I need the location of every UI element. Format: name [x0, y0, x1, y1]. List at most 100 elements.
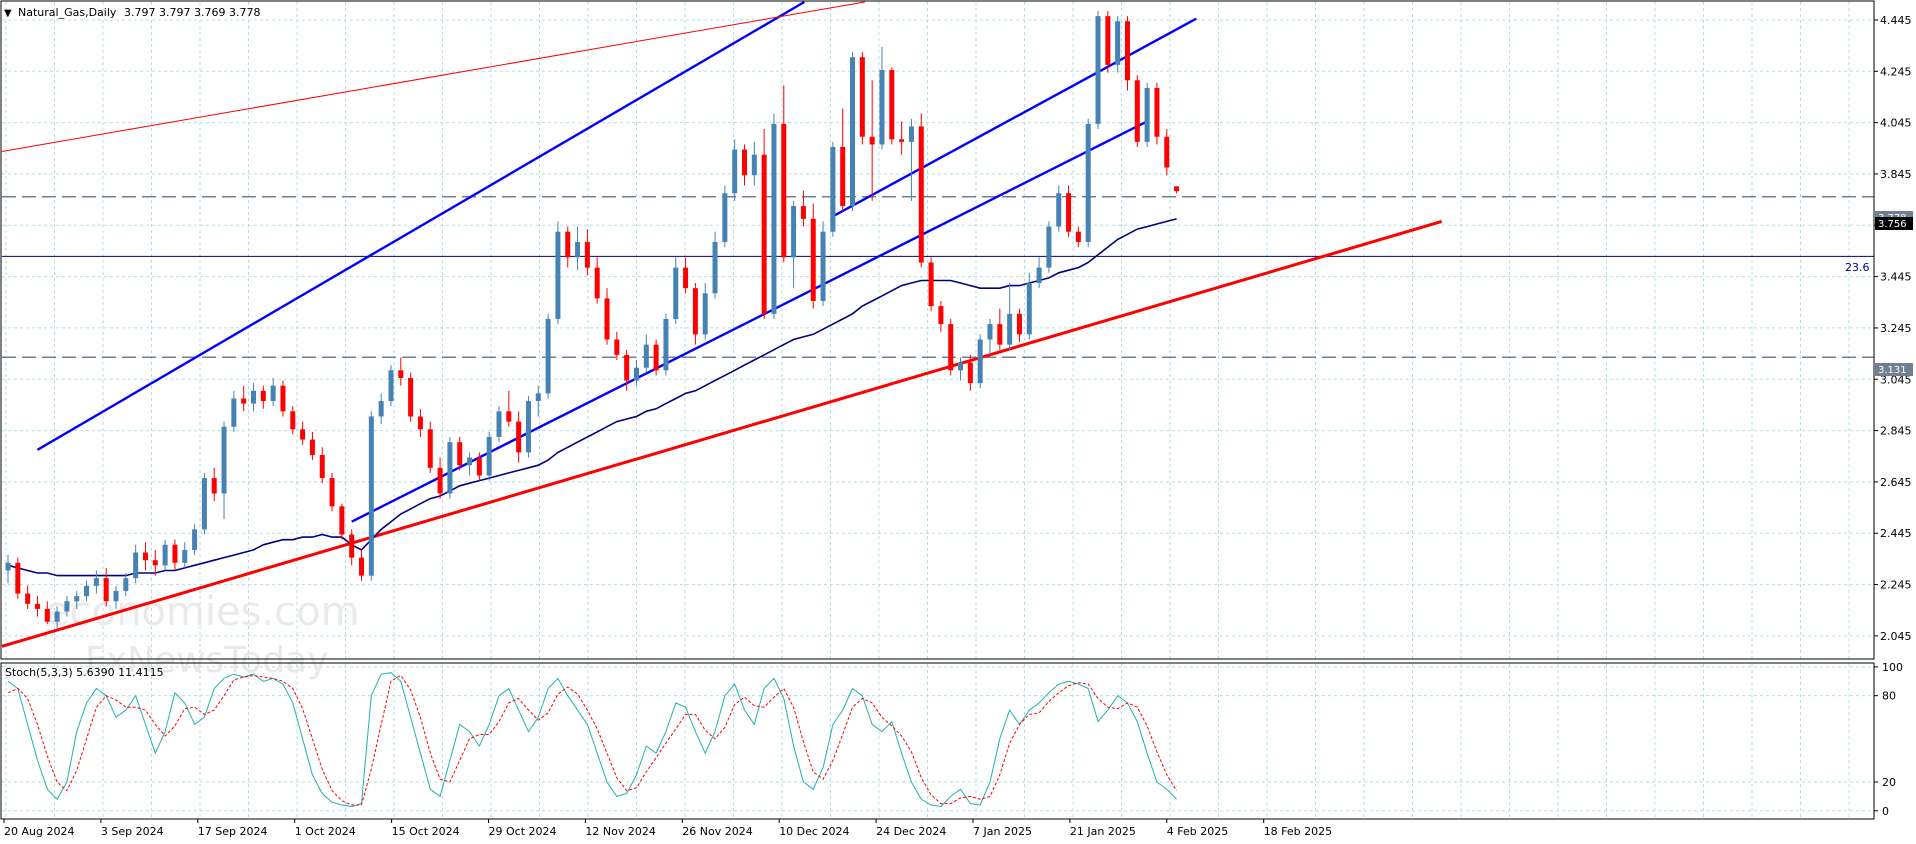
candle — [211, 467, 217, 502]
candle-body — [280, 385, 286, 412]
candle-body — [850, 57, 856, 207]
candle-body — [84, 585, 90, 597]
candle — [349, 529, 355, 566]
candle-body — [948, 324, 954, 371]
candle — [1154, 82, 1160, 145]
candle-body — [300, 429, 306, 440]
long-term-trendline — [1, 1, 865, 152]
candle — [663, 313, 669, 376]
price-tick-label: 4.445 — [1880, 14, 1912, 27]
candle — [840, 108, 846, 212]
trend-lines[interactable] — [1, 0, 1443, 648]
candle — [162, 539, 168, 571]
candle-body — [329, 478, 335, 507]
time-tick-label: 10 Dec 2024 — [779, 825, 849, 838]
candle-body — [653, 344, 659, 371]
candle — [869, 80, 875, 201]
candle-body — [1105, 16, 1111, 65]
candle — [1016, 308, 1022, 343]
candle — [25, 585, 31, 609]
candle-body — [1164, 136, 1170, 168]
time-tick-label: 12 Nov 2024 — [585, 825, 655, 838]
candle-body — [378, 401, 384, 417]
candle-body — [133, 552, 139, 579]
stoch-plot-frame — [0, 662, 1875, 820]
candle — [859, 52, 865, 145]
candle-body — [192, 529, 198, 550]
moving-average-line — [7, 218, 1177, 577]
candle-body — [251, 390, 256, 404]
candle-body — [1007, 313, 1013, 345]
stoch-label: Stoch(5,3,3) 5.6390 11.4115 — [5, 666, 164, 679]
candle — [751, 141, 757, 186]
candle-body — [1036, 267, 1042, 284]
candle — [948, 318, 954, 376]
menu-dropdown-icon[interactable]: ▼ — [4, 8, 12, 19]
candle-body — [800, 206, 806, 219]
candle-body — [54, 611, 60, 622]
candle-body — [702, 293, 708, 335]
candle — [476, 452, 482, 481]
time-tick-label: 1 Oct 2024 — [295, 825, 356, 838]
candle-body — [1056, 193, 1062, 227]
candle — [820, 221, 826, 307]
candle-body — [64, 601, 70, 612]
candle — [5, 555, 11, 584]
candle — [123, 573, 129, 597]
candle-body — [614, 339, 620, 355]
stoch-tick-label: 80 — [1882, 690, 1896, 703]
candle-body — [879, 70, 885, 145]
time-axis[interactable]: 20 Aug 2024 3 Sep 2024 17 Sep 2024 1 Oct 20… — [3, 819, 1332, 838]
candle — [614, 331, 620, 361]
stoch-tick-label: 0 — [1882, 805, 1889, 818]
candle — [1056, 185, 1062, 232]
candle-body — [1075, 231, 1081, 242]
candle — [604, 288, 610, 345]
candle-body — [1095, 16, 1101, 124]
candle — [309, 431, 315, 461]
candle-body — [967, 362, 973, 384]
candle — [251, 383, 256, 412]
candle — [34, 596, 40, 617]
candle-body — [270, 385, 276, 402]
price-tick-label: 2.845 — [1880, 425, 1912, 438]
stochastic-lines — [7, 672, 1178, 808]
candle — [103, 567, 109, 607]
candle-body — [555, 231, 561, 319]
candle — [496, 406, 502, 443]
time-tick-label: 17 Sep 2024 — [198, 825, 268, 838]
level-lower-tag: 3.131 — [1878, 365, 1907, 376]
current-price-tag-bg — [1875, 217, 1913, 230]
price-axis[interactable]: 4.4454.2454.0453.8453.6453.4453.2453.045… — [1874, 14, 1912, 643]
candle — [447, 437, 453, 499]
candle — [555, 221, 561, 325]
candle — [398, 357, 404, 386]
candle-body — [565, 231, 571, 258]
candle — [692, 283, 698, 345]
price-tick-label: 2.245 — [1880, 579, 1912, 592]
candle-body — [535, 393, 541, 402]
candle — [1105, 10, 1111, 73]
candle — [535, 385, 541, 417]
channel-lower — [351, 120, 1148, 523]
main-gridlines — [2, 19, 1874, 637]
candle-body — [1066, 193, 1072, 232]
candle — [702, 283, 708, 340]
candle — [997, 308, 1003, 350]
candle-body — [830, 147, 836, 232]
channel-upper — [36, 0, 805, 451]
candle — [712, 231, 718, 299]
candle — [633, 360, 639, 386]
symbol-label: Natural_Gas,Daily — [18, 6, 117, 19]
horizontal-levels[interactable] — [2, 196, 1874, 358]
candle — [260, 385, 266, 409]
candle-body — [309, 439, 315, 455]
candle-body — [516, 421, 522, 453]
candle-body — [604, 298, 610, 340]
candle-body — [1115, 21, 1121, 65]
candle — [624, 349, 630, 391]
price-tags: 3.778 3.756 3.131 23.6 — [1845, 211, 1913, 376]
candle — [172, 539, 178, 571]
stoch-tick-label: 20 — [1882, 776, 1896, 789]
candle — [683, 257, 689, 294]
